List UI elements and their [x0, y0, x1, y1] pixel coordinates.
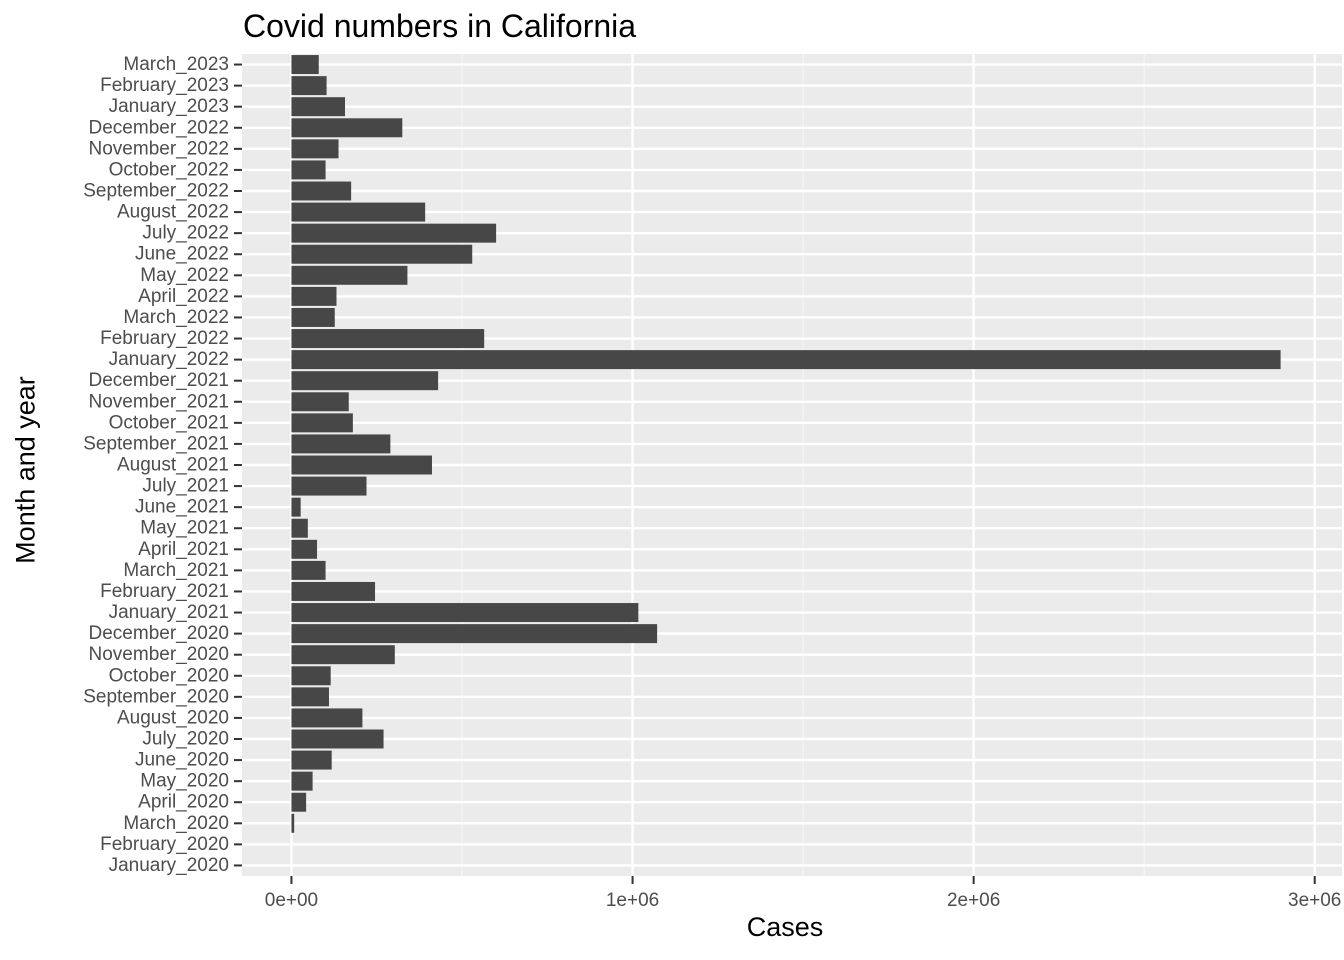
bar-january-2021: [291, 603, 639, 623]
y-tick-label: January_2023: [109, 96, 229, 117]
bar-april-2021: [291, 539, 318, 559]
y-tick-label: May_2020: [140, 771, 229, 792]
y-tick-label: April_2020: [138, 792, 229, 813]
y-tick-label: January_2021: [109, 602, 229, 623]
y-tick-label: May_2021: [140, 518, 229, 539]
y-tick-label: October_2020: [109, 665, 229, 686]
bar-september-2021: [291, 434, 391, 454]
y-tick-label: September_2022: [83, 181, 229, 202]
bar-april-2020: [291, 792, 307, 812]
y-tick-label: August_2020: [117, 707, 229, 728]
bar-may-2021: [291, 518, 308, 538]
y-tick-label: October_2022: [109, 159, 229, 180]
y-tick-label: September_2021: [83, 433, 229, 454]
y-tick-label: July_2020: [142, 729, 229, 750]
bar-august-2021: [291, 455, 432, 475]
chart-title: Covid numbers in California: [243, 8, 637, 44]
y-tick-label: November_2021: [89, 391, 229, 412]
y-tick-label: August_2022: [117, 202, 229, 223]
bar-august-2020: [291, 708, 363, 728]
bar-december-2021: [291, 371, 439, 391]
bar-july-2022: [291, 223, 497, 243]
bar-october-2020: [291, 666, 331, 686]
x-tick-label: 2e+06: [947, 890, 1000, 911]
y-tick-label: June_2020: [135, 750, 229, 771]
y-tick-label: July_2022: [142, 223, 229, 244]
y-tick-label: June_2021: [135, 497, 229, 518]
x-axis-label: Cases: [746, 912, 824, 942]
y-axis-label: Month and year: [10, 376, 41, 564]
y-tick-label: February_2020: [100, 834, 229, 855]
bar-november-2020: [291, 645, 395, 665]
y-tick-label: September_2020: [83, 686, 229, 707]
bar-may-2020: [291, 771, 313, 791]
y-tick-label: March_2022: [123, 307, 229, 328]
y-tick-label: February_2022: [100, 328, 229, 349]
y-tick-label: November_2022: [89, 138, 229, 159]
bar-march-2023: [291, 55, 319, 75]
y-tick-label: February_2021: [100, 581, 229, 602]
y-tick-label: March_2020: [123, 813, 229, 834]
y-tick-label: May_2022: [140, 265, 229, 286]
bar-march-2022: [291, 307, 335, 327]
bar-january-2023: [291, 97, 346, 117]
bar-november-2022: [291, 139, 339, 159]
y-tick-label: January_2022: [109, 349, 229, 370]
bar-january-2022: [291, 350, 1281, 370]
x-tick-label: 0e+00: [265, 890, 318, 911]
y-tick-label: March_2021: [123, 560, 229, 581]
bar-november-2021: [291, 392, 349, 412]
bar-october-2022: [291, 160, 326, 180]
y-tick-label: January_2020: [109, 855, 229, 876]
bar-july-2021: [291, 476, 367, 496]
y-tick-label: March_2023: [123, 54, 229, 75]
y-tick-label: December_2022: [89, 117, 229, 138]
y-tick-label: November_2020: [89, 644, 229, 665]
bar-june-2020: [291, 750, 332, 770]
y-tick-label: July_2021: [142, 476, 229, 497]
bar-february-2023: [291, 76, 327, 96]
bar-february-2022: [291, 329, 485, 349]
bar-may-2022: [291, 265, 408, 285]
bar-march-2021: [291, 560, 326, 580]
x-tick-label: 1e+06: [606, 890, 659, 911]
bar-december-2020: [291, 624, 658, 644]
bar-september-2020: [291, 687, 329, 707]
y-tick-label: October_2021: [109, 412, 229, 433]
y-tick-label: February_2023: [100, 75, 229, 96]
bar-december-2022: [291, 118, 403, 138]
bar-august-2022: [291, 202, 426, 222]
bar-july-2020: [291, 729, 384, 749]
bar-october-2021: [291, 413, 353, 433]
bar-march-2020: [291, 813, 295, 833]
bar-april-2022: [291, 286, 337, 306]
y-tick-label: December_2021: [89, 370, 229, 391]
y-tick-label: December_2020: [89, 623, 229, 644]
y-tick-label: April_2022: [138, 286, 229, 307]
y-tick-label: April_2021: [138, 539, 229, 560]
y-tick-label: June_2022: [135, 244, 229, 265]
x-tick-label: 3e+06: [1288, 890, 1341, 911]
bar-june-2021: [291, 497, 301, 517]
y-tick-label: August_2021: [117, 455, 229, 476]
bar-june-2022: [291, 244, 473, 264]
bar-february-2021: [291, 581, 376, 601]
bar-september-2022: [291, 181, 352, 201]
